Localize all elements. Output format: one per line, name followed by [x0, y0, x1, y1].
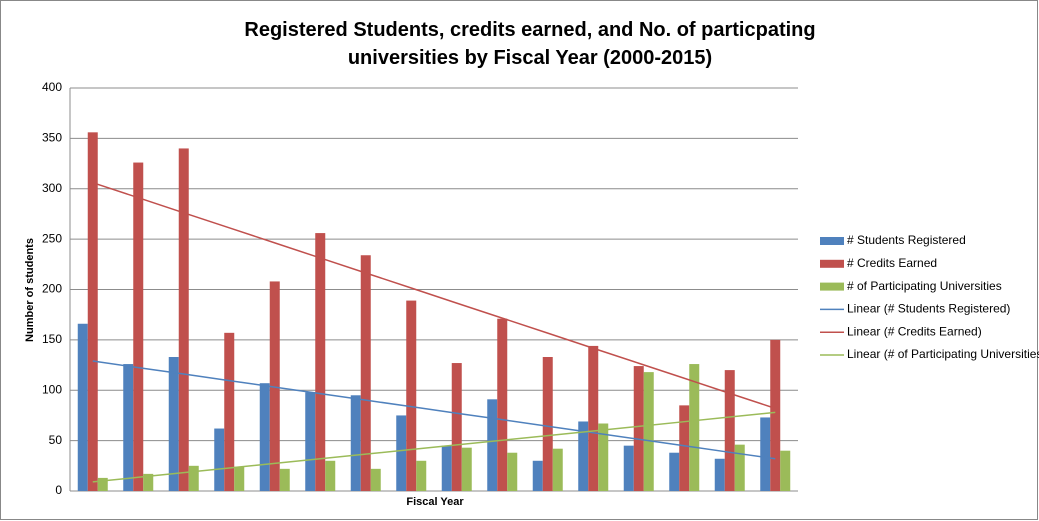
y-tick-label: 200	[42, 282, 62, 296]
bar	[689, 364, 700, 491]
bar	[234, 466, 245, 491]
trend-line	[92, 360, 776, 460]
bar	[133, 162, 144, 491]
y-tick-label: 400	[42, 80, 62, 94]
bar	[406, 300, 417, 491]
bar	[507, 452, 518, 491]
bar	[679, 405, 690, 491]
bar	[87, 132, 98, 491]
trend-line	[92, 181, 776, 410]
bar	[780, 450, 791, 491]
bar	[370, 468, 381, 491]
legend-label: Linear (# of Participating Universities)	[847, 347, 1039, 361]
bar	[542, 357, 553, 491]
bar	[487, 399, 498, 491]
bar	[633, 366, 644, 491]
legend-swatch	[820, 282, 844, 291]
y-tick-label: 50	[49, 433, 63, 447]
bar	[461, 447, 472, 491]
bar	[598, 423, 609, 491]
bar	[724, 370, 735, 491]
y-tick-label: 300	[42, 181, 62, 195]
bar	[77, 323, 88, 491]
bar	[760, 417, 771, 491]
chart-title: Registered Students, credits earned, and…	[244, 19, 816, 69]
bar	[214, 428, 225, 491]
y-tick-label: 0	[55, 483, 62, 497]
bar	[497, 318, 508, 491]
bar	[168, 357, 179, 491]
legend-label: # Credits Earned	[847, 256, 937, 270]
bar	[441, 445, 452, 491]
bar	[532, 460, 543, 491]
legend-label: # of Participating Universities	[847, 279, 1002, 293]
bar	[269, 281, 280, 491]
bar	[123, 364, 134, 491]
bar	[623, 445, 634, 491]
y-tick-label: 250	[42, 231, 62, 245]
bar	[259, 383, 270, 491]
bar	[552, 448, 563, 491]
bar	[669, 452, 680, 491]
bar	[315, 233, 326, 491]
bar	[143, 473, 154, 491]
bar	[734, 444, 745, 491]
bar	[578, 421, 589, 491]
trend-line	[92, 411, 776, 483]
x-axis-label: Fiscal Year	[406, 496, 464, 508]
bar	[97, 477, 108, 491]
bar	[643, 372, 654, 491]
bar	[714, 458, 725, 491]
legend-swatch	[820, 259, 844, 268]
bar	[396, 415, 407, 491]
bar	[325, 460, 336, 491]
bar	[178, 148, 189, 491]
legend-label: Linear (# Credits Earned)	[847, 324, 982, 338]
bar	[588, 345, 599, 491]
y-tick-label: 150	[42, 332, 62, 346]
legend-swatch	[820, 237, 844, 245]
y-axis-label: Number of students	[24, 238, 36, 342]
bar	[360, 255, 371, 491]
bar	[416, 460, 427, 491]
y-tick-label: 350	[42, 131, 62, 145]
bar	[224, 332, 235, 491]
bar	[770, 339, 781, 491]
bar	[305, 392, 316, 491]
bar	[188, 465, 199, 491]
legend-label: # Students Registered	[847, 233, 966, 247]
bar	[350, 395, 361, 491]
bar	[279, 468, 290, 491]
bar	[451, 363, 462, 491]
legend-label: Linear (# Students Registered)	[847, 302, 1010, 316]
y-tick-label: 100	[42, 382, 62, 396]
